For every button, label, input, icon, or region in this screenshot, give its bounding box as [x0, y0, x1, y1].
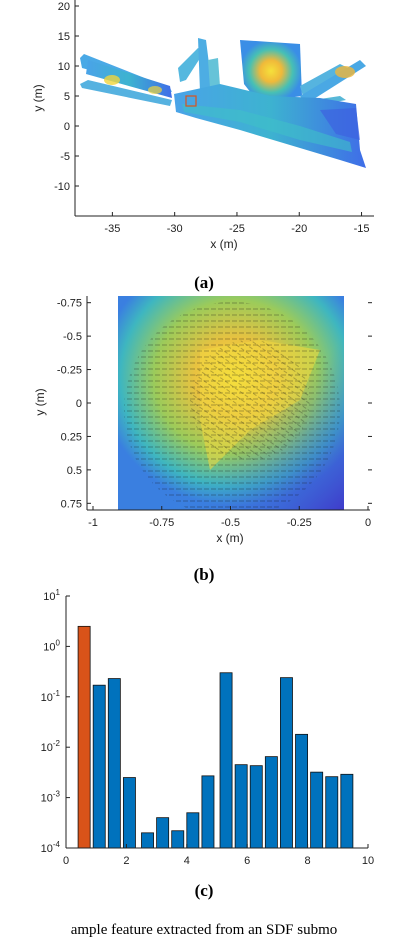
bar [264, 756, 278, 849]
y-tick-label: -10 [54, 181, 70, 193]
bar [201, 775, 215, 849]
x-axis-label: x (m) [210, 237, 237, 251]
y-tick-label: 100 [43, 638, 60, 653]
sdf-map-chart: -35 -30 -25 -20 -15 20 15 10 5 0 -5 -10 x (m) y (m) [31, 0, 374, 251]
y-tick-label: 0.75 [61, 498, 82, 510]
y-tick-label: 0.25 [61, 431, 82, 443]
query-region-marker [185, 95, 197, 107]
sdf-map-image [80, 38, 366, 168]
bar [156, 817, 170, 849]
x-tick-label: -0.75 [149, 517, 174, 529]
y-tick-label: 15 [58, 31, 70, 43]
x-tick-label: -30 [167, 223, 183, 235]
y-tick-label: -5 [60, 151, 70, 163]
y-tick-label: -0.5 [63, 331, 82, 343]
y-tick-label: 10-3 [41, 790, 61, 805]
x-tick-label: -0.5 [221, 517, 240, 529]
x-axis-label: x (m) [216, 531, 243, 545]
y-tick-label: -0.75 [57, 298, 82, 310]
x-tick-label: -20 [291, 223, 307, 235]
y-tick-label: 10-1 [41, 689, 61, 704]
y-tick-label: 101 [43, 588, 60, 603]
bar [280, 677, 293, 849]
feature-heatmap-image [118, 296, 344, 510]
y-tick-label: 10-2 [41, 739, 61, 754]
y-tick-label: 10-4 [41, 840, 61, 855]
x-tick-label: -35 [104, 223, 120, 235]
bar [310, 771, 324, 849]
x-tick-label: -1 [88, 517, 98, 529]
bar [186, 812, 200, 849]
panel-label-c: (c) [195, 881, 214, 900]
bar [92, 684, 106, 849]
y-axis-label: y (m) [31, 84, 45, 111]
y-tick-label: 10 [58, 61, 70, 73]
x-tick-label: 2 [123, 855, 129, 867]
bar [340, 773, 354, 849]
y-tick-label: 0 [64, 121, 70, 133]
y-tick-label: 5 [64, 91, 70, 103]
bar [77, 625, 91, 849]
bar [234, 764, 248, 849]
x-tick-label: 6 [244, 855, 250, 867]
x-tick-label: 0 [365, 517, 371, 529]
bar [141, 832, 154, 849]
panel-label-b: (b) [194, 565, 215, 584]
bar [171, 830, 185, 849]
bar [249, 765, 263, 849]
x-tick-label: 4 [184, 855, 190, 867]
feature-gradient-chart: -1 -0.75 -0.5 -0.25 0 -0.75 -0.5 -0.25 0 0.25 0.5 0… [33, 296, 372, 545]
y-axis-label: y (m) [33, 388, 47, 415]
y-tick-label: 20 [58, 1, 70, 13]
bar [219, 672, 233, 849]
bar [122, 777, 136, 849]
x-tick-label: -15 [354, 223, 370, 235]
y-tick-label: 0.5 [67, 465, 82, 477]
bar [295, 733, 308, 849]
x-tick-label: -0.25 [287, 517, 312, 529]
panel-label-a: (a) [194, 273, 214, 292]
bar [325, 776, 339, 849]
x-tick-label: 10 [362, 855, 374, 867]
log-bar-chart: 0 2 4 6 8 10 101 100 10-1 10-2 10-3 10-4 [41, 588, 375, 867]
y-tick-label: 0 [76, 398, 82, 410]
figure-caption: ample feature extracted from an SDF subm… [71, 922, 338, 938]
x-tick-label: -25 [229, 223, 245, 235]
bar [107, 678, 121, 849]
x-tick-label: 8 [305, 855, 311, 867]
y-tick-label: -0.25 [57, 365, 82, 377]
x-tick-label: 0 [63, 855, 69, 867]
